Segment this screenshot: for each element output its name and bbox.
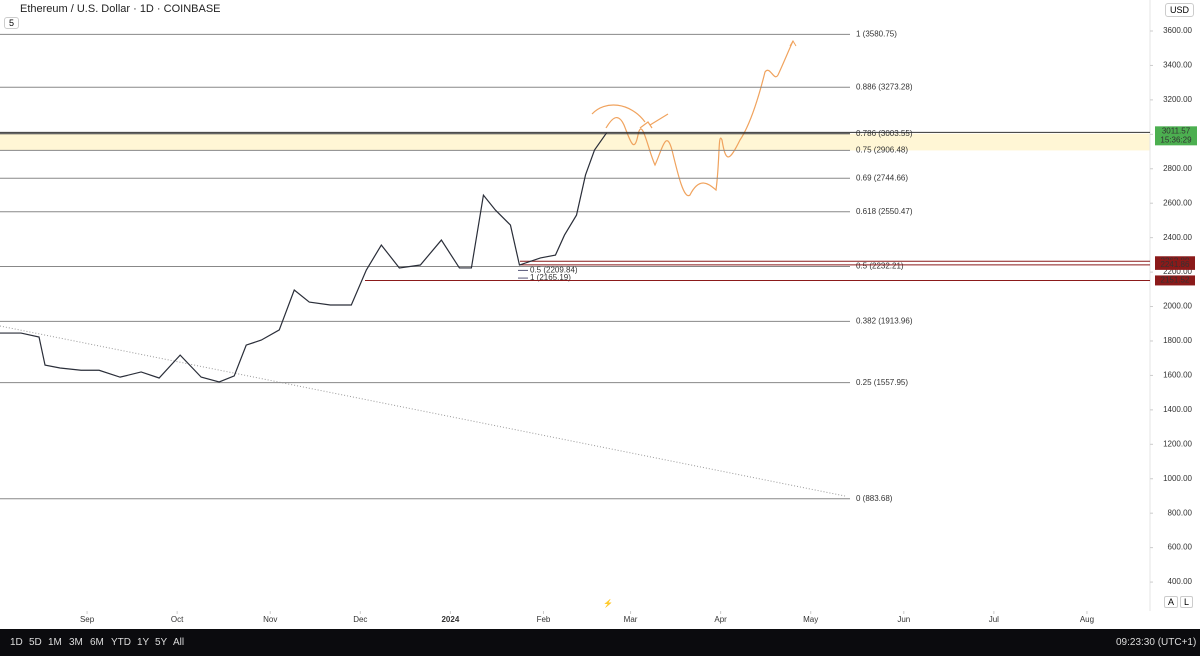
price-line-series [0,132,608,383]
small-fib-label: 0.5 (2209.84) [530,266,578,275]
y-tick-label: 2400.00 [1163,233,1192,242]
y-tick-label: 2600.00 [1163,198,1192,207]
y-tick-label: 3400.00 [1163,61,1192,70]
small-fib-label: 1 (2165.19) [530,273,571,282]
price-tag [1155,275,1195,286]
bottom-toolbar: 1D 5D 1M 3M 6M YTD 1Y 5Y All 09:23:30 (U… [0,629,1200,656]
x-tick-label: Feb [537,615,551,624]
fib-label: 0.618 (2550.47) [856,207,913,216]
range-3m[interactable]: 3M [69,637,83,648]
x-tick-label: Jun [897,615,910,624]
fib-label: 0.886 (3273.28) [856,82,913,91]
price-tag-label: 2151.52 [1161,276,1190,285]
fib-zone [0,133,1150,151]
y-tick-label: 800.00 [1168,508,1193,517]
range-6m[interactable]: 6M [90,637,104,648]
range-1m[interactable]: 1M [48,637,62,648]
range-1d[interactable]: 1D [10,637,23,648]
range-1y[interactable]: 1Y [137,637,150,648]
y-tick-label: 2000.00 [1163,302,1192,311]
fib-label: 0.786 (3003.55) [856,129,913,138]
trend-line [0,325,846,497]
x-tick-label: Apr [714,615,727,624]
price-tag [1155,259,1195,270]
chart: ⚡ 400.00 600.00 800.00 1000.00 1200.00 1400.0… [0,0,1197,624]
symbol-title[interactable]: Ethereum / U.S. Dollar · 1D · COINBASE [20,3,221,15]
y-tick-label: 1400.00 [1163,405,1192,414]
x-tick-label: Nov [263,615,277,624]
y-tick-label: 400.00 [1168,577,1193,586]
y-tick-label: 1200.00 [1163,439,1192,448]
fib-label: 0 (883.68) [856,494,893,503]
log-scale[interactable]: L [1180,596,1194,608]
y-tick-label: 1800.00 [1163,336,1192,345]
range-5y[interactable]: 5Y [155,637,168,648]
currency[interactable]: USD [1164,3,1194,17]
fib-label: 0.5 (2232.21) [856,262,904,271]
price-tag-label: 2241.86 [1161,260,1190,269]
projection-path [605,40,794,197]
y-tick-label: 2800.00 [1163,164,1192,173]
y-tick-label: 3200.00 [1163,95,1192,104]
clock[interactable]: 09:23:30 (UTC+1) [1116,637,1197,648]
fib-label: 0.382 (1913.96) [856,316,913,325]
fib-label: 0.69 (2744.66) [856,173,908,182]
range-5d[interactable]: 5D [29,637,42,648]
range-all[interactable]: All [173,637,185,648]
x-tick-label: 2024 [441,615,459,624]
indicator-count[interactable]: 5 [4,17,20,29]
x-tick-label: Oct [171,615,184,624]
fib-label: 0.75 (2906.48) [856,146,908,155]
x-tick-label: Jul [989,615,999,624]
projection-arrowhead [789,40,797,47]
projection-arrows [591,104,669,129]
x-tick-label: Sep [80,615,95,624]
x-tick-label: Aug [1080,615,1094,624]
x-tick-label: May [803,615,818,624]
last-price-tag [1155,126,1197,146]
y-tick-label: 3600.00 [1163,26,1192,35]
x-tick-label: Mar [624,615,638,624]
last-price-label: 3011.57 [1162,126,1191,135]
auto-scale[interactable]: A [1164,596,1179,608]
x-tick-label: Dec [353,615,367,624]
countdown: 15:36:29 [1160,135,1192,144]
fib-label: 1 (3580.75) [856,29,897,38]
y-tick-label: 1600.00 [1163,371,1192,380]
y-tick-label: 2200.00 [1163,267,1192,276]
y-tick-label: 1000.00 [1163,474,1192,483]
event-icons[interactable]: ⚡ [603,598,613,608]
range-ytd[interactable]: YTD [111,637,131,648]
y-tick-label: 600.00 [1168,543,1193,552]
fib-label: 0.25 (1557.95) [856,378,908,387]
